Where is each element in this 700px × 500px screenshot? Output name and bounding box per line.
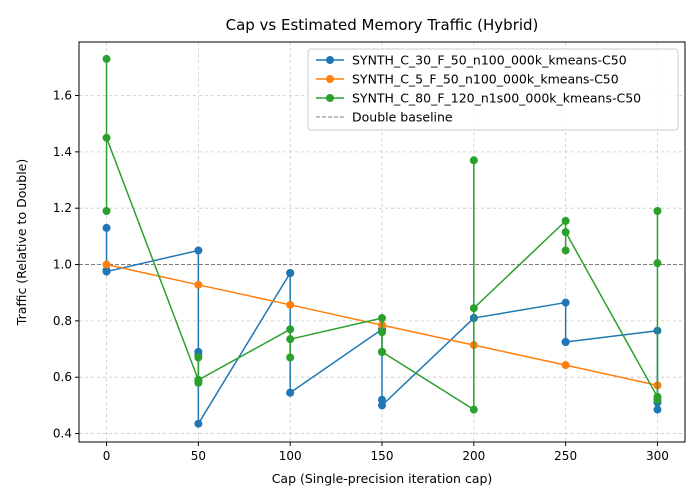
series-group [102,54,662,428]
series-line [105,227,659,425]
data-point [561,338,570,346]
series-3 [102,54,662,414]
data-point [102,54,111,63]
data-point [286,268,295,277]
data-point [653,405,662,414]
data-point [561,298,570,307]
x-tick-label: 250 [554,449,577,463]
legend: SYNTH_C_30_F_50_n100_000k_kmeans-C50 SYNT… [307,48,679,131]
data-point [286,300,295,309]
x-tick-label: 200 [462,449,485,463]
y-tick-label: 0.6 [53,370,72,384]
y-axis-label: Traffic (Relative to Double) [14,159,29,326]
legend-marker [326,94,334,102]
x-tick-label: 150 [371,449,394,463]
legend-items: SYNTH_C_30_F_50_n100_000k_kmeans-C50 SYNT… [316,53,641,125]
data-point [378,395,386,404]
data-point [653,207,662,216]
data-point [286,353,295,362]
x-tick-label: 50 [191,449,206,463]
data-point [653,395,662,404]
legend-marker [326,75,334,83]
data-point [194,353,203,362]
data-point [102,267,111,276]
data-point [469,405,478,414]
data-point [378,347,386,356]
data-point [378,328,386,337]
legend-entry: SYNTH_C_30_F_50_n100_000k_kmeans-C50 [316,53,627,68]
legend-entry: SYNTH_C_80_F_120_n1s00_000k_kmeans-C50 [316,91,641,106]
data-point [469,304,478,313]
data-point [102,207,111,216]
data-point [286,335,295,344]
chart-title: Cap vs Estimated Memory Traffic (Hybrid) [226,16,539,34]
y-tick-label: 1.4 [53,145,72,159]
legend-label: SYNTH_C_5_F_50_n100_000k_kmeans-C50 [352,72,619,87]
data-point [194,376,203,385]
legend-label: Double baseline [352,110,453,125]
data-point [561,246,570,255]
legend-entry: SYNTH_C_5_F_50_n100_000k_kmeans-C50 [316,72,619,87]
data-point [194,419,203,428]
x-tick-label: 0 [103,449,111,463]
data-point [561,216,570,225]
x-tick-label: 100 [279,449,302,463]
data-point [469,156,478,165]
data-point [378,401,386,410]
data-point [561,361,570,370]
y-axis-ticks: 0.4 0.6 0.8 1.0 1.2 1.4 1.6 [53,89,79,441]
data-point [102,260,111,269]
y-tick-label: 1.2 [53,201,72,215]
data-point [378,314,386,323]
y-tick-label: 0.8 [53,314,72,328]
data-point [286,325,295,334]
legend-label: SYNTH_C_80_F_120_n1s00_000k_kmeans-C50 [352,91,641,106]
data-point [102,223,111,232]
data-point [561,228,570,237]
data-point [102,133,111,142]
legend-frame [307,48,679,131]
legend-marker [326,56,334,64]
data-point [286,388,295,397]
x-axis-ticks: 0 50 100 150 200 250 300 [103,442,669,463]
data-point [194,280,203,289]
y-tick-label: 1.6 [53,89,72,103]
data-point [194,246,203,255]
y-tick-label: 1.0 [53,258,72,272]
legend-entry: Double baseline [316,110,453,125]
x-axis-label: Cap (Single-precision iteration cap) [272,471,493,486]
data-point [653,259,662,268]
x-tick-label: 300 [646,449,669,463]
series-1 [102,223,662,428]
y-tick-label: 0.4 [53,427,72,441]
legend-label: SYNTH_C_30_F_50_n100_000k_kmeans-C50 [352,53,627,68]
